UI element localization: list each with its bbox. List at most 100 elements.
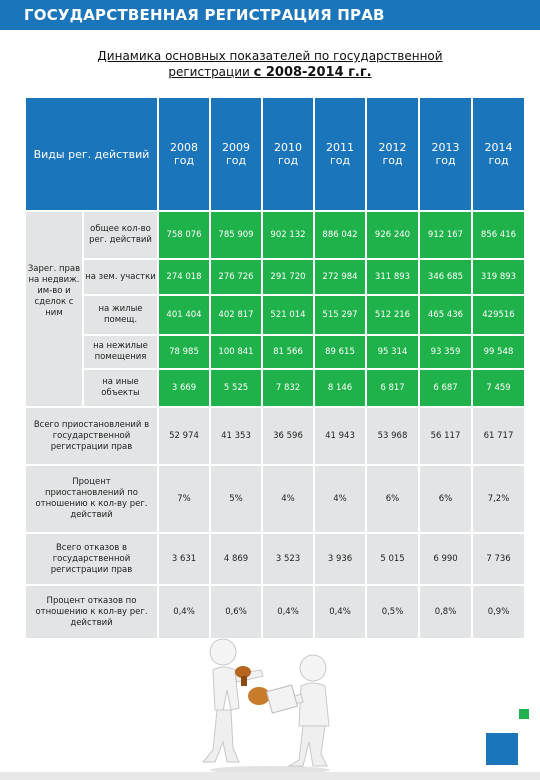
header-cell-year: 2010 год xyxy=(263,98,313,210)
table-caption: Динамика основных показателей по государ… xyxy=(40,48,500,81)
row-label: Процент приостановлений по отношению к к… xyxy=(26,466,157,532)
value-cell: 7% xyxy=(159,466,209,532)
value-cell: 78 985 xyxy=(159,336,209,368)
row-label: общее кол-во рег. действий xyxy=(84,212,157,258)
value-cell: 41 943 xyxy=(315,408,365,464)
value-cell: 346 685 xyxy=(420,260,471,294)
table-body: Виды рег. действий 2008 год 2009 год 2010 год 2… xyxy=(26,98,524,638)
table-row: Всего отказов в государственной регистра… xyxy=(26,534,524,584)
row-group-label: Зарег. прав на недвиж. им-во и сделок с … xyxy=(26,212,82,406)
value-cell: 3 669 xyxy=(159,370,209,406)
value-cell: 0,9% xyxy=(473,586,524,638)
value-cell: 5 015 xyxy=(367,534,418,584)
value-cell: 0,5% xyxy=(367,586,418,638)
value-cell: 902 132 xyxy=(263,212,313,258)
value-cell: 6 687 xyxy=(420,370,471,406)
value-cell: 465 436 xyxy=(420,296,471,334)
header-unit: год xyxy=(329,154,351,167)
value-cell: 95 314 xyxy=(367,336,418,368)
header-cell-year: 2008 год xyxy=(159,98,209,210)
value-cell: 7,2% xyxy=(473,466,524,532)
footer-band xyxy=(0,772,540,780)
header-year: 2009 xyxy=(222,141,250,154)
value-cell: 8 146 xyxy=(315,370,365,406)
value-cell: 0,4% xyxy=(315,586,365,638)
value-cell: 3 523 xyxy=(263,534,313,584)
value-cell: 512 216 xyxy=(367,296,418,334)
header-cell-types: Виды рег. действий xyxy=(26,98,157,210)
value-cell: 6% xyxy=(367,466,418,532)
value-cell: 41 353 xyxy=(211,408,261,464)
row-label: на нежилые помещения xyxy=(84,336,157,368)
value-cell: 0,6% xyxy=(211,586,261,638)
value-cell: 52 974 xyxy=(159,408,209,464)
table-header-row: Виды рег. действий 2008 год 2009 год 2010 год 2… xyxy=(26,98,524,210)
value-cell: 4% xyxy=(263,466,313,532)
header-unit: год xyxy=(488,154,509,167)
value-cell: 272 984 xyxy=(315,260,365,294)
value-cell: 886 042 xyxy=(315,212,365,258)
value-cell: 7 459 xyxy=(473,370,524,406)
value-cell: 36 596 xyxy=(263,408,313,464)
table-row: Всего приостановлений в государственной … xyxy=(26,408,524,464)
header-cell-year: 2014 год xyxy=(473,98,524,210)
header-unit: год xyxy=(277,154,299,167)
header-unit: год xyxy=(225,154,247,167)
value-cell: 3 936 xyxy=(315,534,365,584)
value-cell: 100 841 xyxy=(211,336,261,368)
header-year: 2010 xyxy=(274,141,302,154)
people-stamp-icon xyxy=(201,638,330,774)
value-cell: 4 869 xyxy=(211,534,261,584)
header-unit: год xyxy=(382,154,403,167)
value-cell: 0,4% xyxy=(159,586,209,638)
header-unit: год xyxy=(173,154,195,167)
value-cell: 785 909 xyxy=(211,212,261,258)
value-cell: 89 615 xyxy=(315,336,365,368)
value-cell: 93 359 xyxy=(420,336,471,368)
table-row: на зем. участки 274 018 276 726 291 720 272 … xyxy=(26,260,524,294)
value-cell: 429516 xyxy=(473,296,524,334)
value-cell: 3 631 xyxy=(159,534,209,584)
table-row: на нежилые помещения 78 985 100 841 81 566 8… xyxy=(26,336,524,368)
registration-table: Виды рег. действий 2008 год 2009 год 2010 год 2… xyxy=(24,96,526,640)
header-cell-year: 2009 год xyxy=(211,98,261,210)
value-cell: 912 167 xyxy=(420,212,471,258)
decor-green-square xyxy=(519,709,529,719)
table-row: на иные объекты 3 669 5 525 7 832 8 146 6 817… xyxy=(26,370,524,406)
caption-line-2-b: с 2008-2014 г.г. xyxy=(253,65,372,80)
header-unit: год xyxy=(435,154,456,167)
table-row: Процент приостановлений по отношению к к… xyxy=(26,466,524,532)
value-cell: 7 736 xyxy=(473,534,524,584)
value-cell: 311 893 xyxy=(367,260,418,294)
two-people-stamp-illustration xyxy=(195,630,345,775)
table-row: Процент отказов по отношению к кол-ву ре… xyxy=(26,586,524,638)
value-cell: 6 817 xyxy=(367,370,418,406)
value-cell: 521 014 xyxy=(263,296,313,334)
row-label: Процент отказов по отношению к кол-ву ре… xyxy=(26,586,157,638)
row-label: на иные объекты xyxy=(84,370,157,406)
header-cell-year: 2013 год xyxy=(420,98,471,210)
value-cell: 319 893 xyxy=(473,260,524,294)
value-cell: 6 990 xyxy=(420,534,471,584)
value-cell: 291 720 xyxy=(263,260,313,294)
value-cell: 6% xyxy=(420,466,471,532)
value-cell: 53 968 xyxy=(367,408,418,464)
header-year: 2012 xyxy=(378,141,407,154)
value-cell: 81 566 xyxy=(263,336,313,368)
page-title: ГОСУДАРСТВЕННАЯ РЕГИСТРАЦИЯ ПРАВ xyxy=(24,6,385,24)
header-year: 2011 xyxy=(326,141,354,154)
table-row: Зарег. прав на недвиж. им-во и сделок с … xyxy=(26,212,524,406)
header-year: 2013 xyxy=(431,141,460,154)
value-cell: 5 525 xyxy=(211,370,261,406)
caption-line-2-a: регистрации xyxy=(168,65,254,79)
value-cell: 56 117 xyxy=(420,408,471,464)
value-cell: 402 817 xyxy=(211,296,261,334)
value-cell: 856 416 xyxy=(473,212,524,258)
value-cell: 515 297 xyxy=(315,296,365,334)
row-label: на жилые помещ. xyxy=(84,296,157,334)
value-cell: 401 404 xyxy=(159,296,209,334)
row-label: на зем. участки xyxy=(84,260,157,294)
header-cell-year: 2011 год xyxy=(315,98,365,210)
value-cell: 0,4% xyxy=(263,586,313,638)
value-cell: 61 717 xyxy=(473,408,524,464)
